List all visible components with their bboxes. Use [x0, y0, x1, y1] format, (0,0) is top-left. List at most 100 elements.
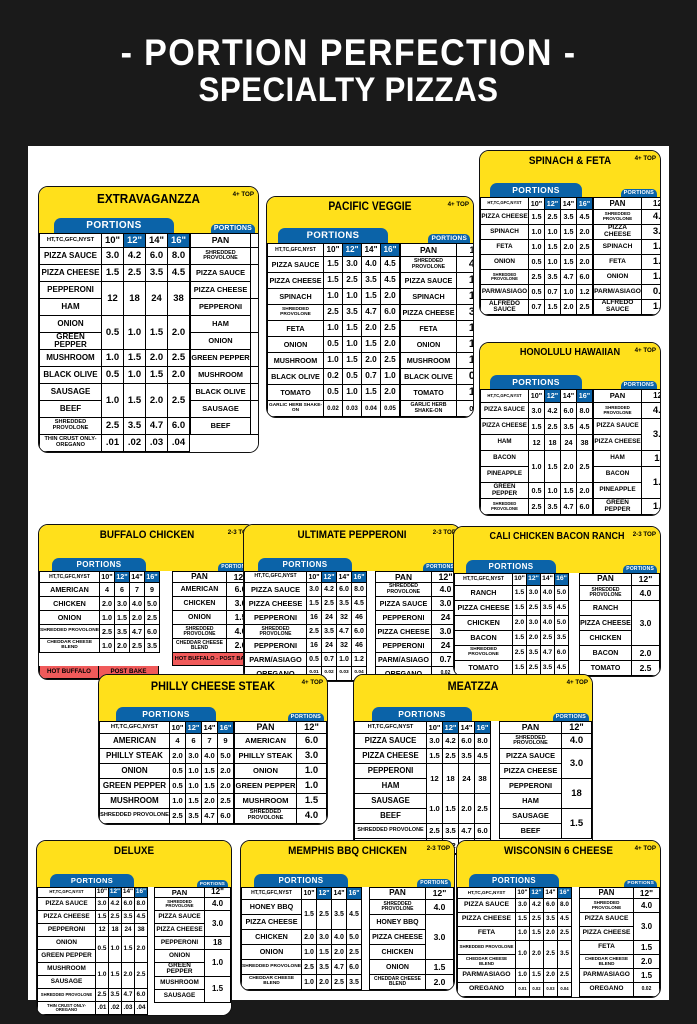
pan-ingredient-label: SHREDDED PROVOLONE [375, 582, 432, 597]
table-row: PIZZA CHEESE 1.5 2.5 3.5 4.5 [354, 748, 491, 764]
pan-row: CHEDDAR CHEESE BLEND 2.0 [369, 974, 454, 990]
table-row: SHREDDED PROVOLONE 2.5 3.5 4.7 6.0 [241, 959, 362, 975]
pan-ingredient-label: RANCH [579, 600, 632, 616]
portion-value: 1.0 [515, 968, 530, 983]
pan-ingredient-label: CHEDDAR CHEESE BLEND [369, 974, 426, 990]
portion-value: 1.0 [544, 254, 561, 270]
portion-value: 4.2 [544, 402, 561, 419]
store-code-header: HT,TC,GFC,NYST [480, 197, 529, 210]
size-header-1: 12" [442, 721, 459, 734]
ingredient-label: PEPPERONI [244, 638, 307, 653]
portion-value: 1.5 [145, 315, 168, 350]
ingredient-label: SHREDDED PROVOLONE [37, 988, 96, 1002]
portion-value: 2.0 [543, 968, 558, 983]
card-topping-count-ultimate-pepperoni: 2-3 TOP [432, 529, 456, 536]
pan-ingredient-label: CHEDDAR CHEESE BLEND [579, 954, 634, 969]
column-spacer [367, 571, 375, 681]
table-row: BLACK OLIVE 0.5 1.0 1.5 2.0 [39, 366, 190, 384]
pan-ingredient-label: SHREDDED PROVOLONE [369, 899, 426, 915]
card-title-memphis-bbq-chicken: MEMPHIS BBQ CHICKEN [288, 845, 407, 857]
portion-value: 3.5 [554, 630, 569, 646]
card-title-meatzza: MEATZZA [447, 679, 499, 693]
pan-ingredient-label: PARM/ASIAGO [375, 652, 432, 667]
size-header-1: 12" [123, 233, 146, 248]
table-row: MUSHROOM 1.0 1.5 2.0 2.5 [99, 793, 234, 809]
portion-value: 6.0 [145, 247, 168, 265]
ingredient-label: HAM [354, 778, 427, 794]
table-row: PIZZA CHEESE 1.5 2.5 3.5 4.5 [457, 912, 572, 927]
ingredient-label: PIZZA CHEESE [480, 209, 529, 225]
pan-portion-value: 1.5 [456, 352, 473, 369]
pan-ingredient-label: ONION [234, 763, 297, 779]
pan-ingredient-label: ALFREDO SAUCE [593, 299, 642, 315]
size-header-2: 14" [560, 197, 577, 210]
ingredient-label: SHREDDED PROVOLONE [480, 269, 529, 285]
card-title-philly-cheese-steak: PHILLY CHEESE STEAK [150, 679, 276, 693]
size-header-3: 16" [351, 571, 367, 583]
portions-pan-banner-pacific-veggie: PORTIONS [428, 234, 470, 243]
portion-value: 3.5 [145, 264, 168, 282]
pan-header: PAN [154, 887, 205, 898]
portion-value: 6.0 [346, 959, 362, 975]
ingredient-label: GREEN PEPPER [480, 482, 529, 499]
store-code-header: HT,TC,GFC,NYST [267, 243, 324, 257]
card-body-spinach-feta: HT,TC,GFC,NYST 10" 12" 14" 16" PIZZA CHEESE 1.… [480, 197, 660, 315]
portion-value: 18 [442, 763, 459, 794]
portion-value: 6.0 [217, 808, 234, 824]
pan-ingredient-label: FETA [579, 940, 634, 955]
ingredient-label: BEEF [39, 400, 102, 418]
pan-ingredient-label: ONION [593, 269, 642, 285]
pan-portion-value: 4.0 [204, 897, 231, 911]
portion-value: 3.0 [316, 929, 332, 945]
portion-value: 3.5 [346, 974, 362, 990]
pan-ingredient-label: PIZZA CHEESE [400, 304, 457, 321]
ingredient-label: SHREDDED PROVOLONE [244, 624, 307, 639]
size-header-2: 14" [121, 887, 135, 898]
portion-value: 4.7 [560, 498, 577, 515]
pan-row: GARLIC HERB SHAKE-ON0.03 [400, 400, 473, 417]
bake-sauce-note: HOT BUFFALO [39, 666, 99, 679]
size-header-2: 14" [560, 389, 577, 403]
ingredient-label: TOMATO [267, 384, 324, 401]
size-header-1: 12" [185, 721, 202, 734]
portion-value: 2.5 [576, 299, 593, 315]
table-row: SPINACH 1.0 1.0 1.5 2.0 [480, 224, 593, 240]
table-row: PIZZA SAUCE 3.0 4.2 6.0 8.0 [480, 402, 593, 419]
store-code-header: HT,TC,GFC,NYST [99, 721, 170, 734]
portion-value: 6 [185, 733, 202, 749]
pan-row: CHEDDAR CHEESE BLEND 2.0 [579, 954, 660, 969]
table-row: SHREDDED PROVOLONE 2.5 3.5 4.7 6.0 [39, 417, 190, 435]
ingredient-label: SHREDDED PROVOLONE [241, 959, 302, 975]
pan-portion-value: 3.0 [456, 304, 473, 321]
ingredient-label: SAUSAGE [39, 383, 102, 401]
portion-value: 0.5 [95, 936, 109, 963]
size-header-1: 12" [321, 571, 337, 583]
portion-value: 2.5 [474, 793, 491, 824]
pan-ingredient-label: SAUSAGE [190, 400, 251, 418]
portion-value: 2.0 [217, 778, 234, 794]
pan-size-header: 12" [425, 887, 454, 900]
pan-ingredient-label: HAM [593, 450, 642, 467]
store-code-header: HT,TC,GFC,NYST [37, 887, 96, 898]
table-row: TOMATO 0.5 1.0 1.5 2.0 [267, 384, 400, 401]
pan-ingredient-label: SHREDDED PROVOLONE [400, 256, 457, 273]
ingredient-label: CHICKEN [454, 615, 513, 631]
table-row: PEPPERONI 16 24 32 46 [244, 638, 367, 653]
pan-header: PAN [499, 721, 562, 734]
pan-portion-value: 3.0 [204, 910, 231, 937]
portion-value: 2.0 [576, 254, 593, 270]
pan-ingredient-label: PIZZA SAUCE [154, 910, 205, 924]
size-header-1: 12" [529, 887, 544, 899]
pan-table-deluxe: PAN 12" SHREDDED PROVOLONE 4.0 PIZZA SAUCE 3.… [154, 887, 231, 1003]
